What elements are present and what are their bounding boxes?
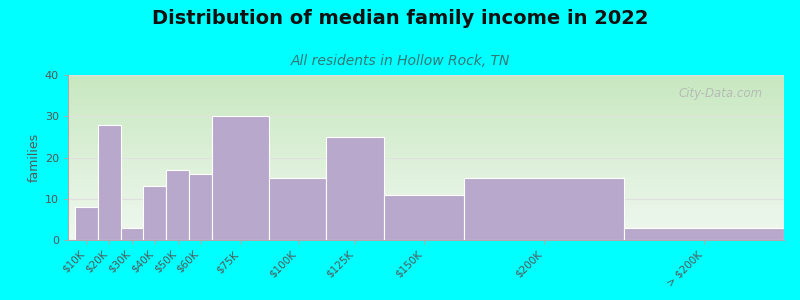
Bar — [464, 178, 624, 240]
Bar — [143, 186, 166, 240]
Bar — [624, 228, 784, 240]
Bar — [190, 174, 212, 240]
Bar — [98, 124, 121, 240]
Text: All residents in Hollow Rock, TN: All residents in Hollow Rock, TN — [290, 54, 510, 68]
Bar — [166, 170, 190, 240]
Text: Distribution of median family income in 2022: Distribution of median family income in … — [152, 9, 648, 28]
Bar — [270, 178, 326, 240]
Bar — [384, 195, 464, 240]
Y-axis label: families: families — [28, 133, 41, 182]
Bar — [121, 228, 143, 240]
Text: City-Data.com: City-Data.com — [678, 86, 762, 100]
Bar — [212, 116, 270, 240]
Bar — [75, 207, 98, 240]
Bar — [326, 137, 384, 240]
